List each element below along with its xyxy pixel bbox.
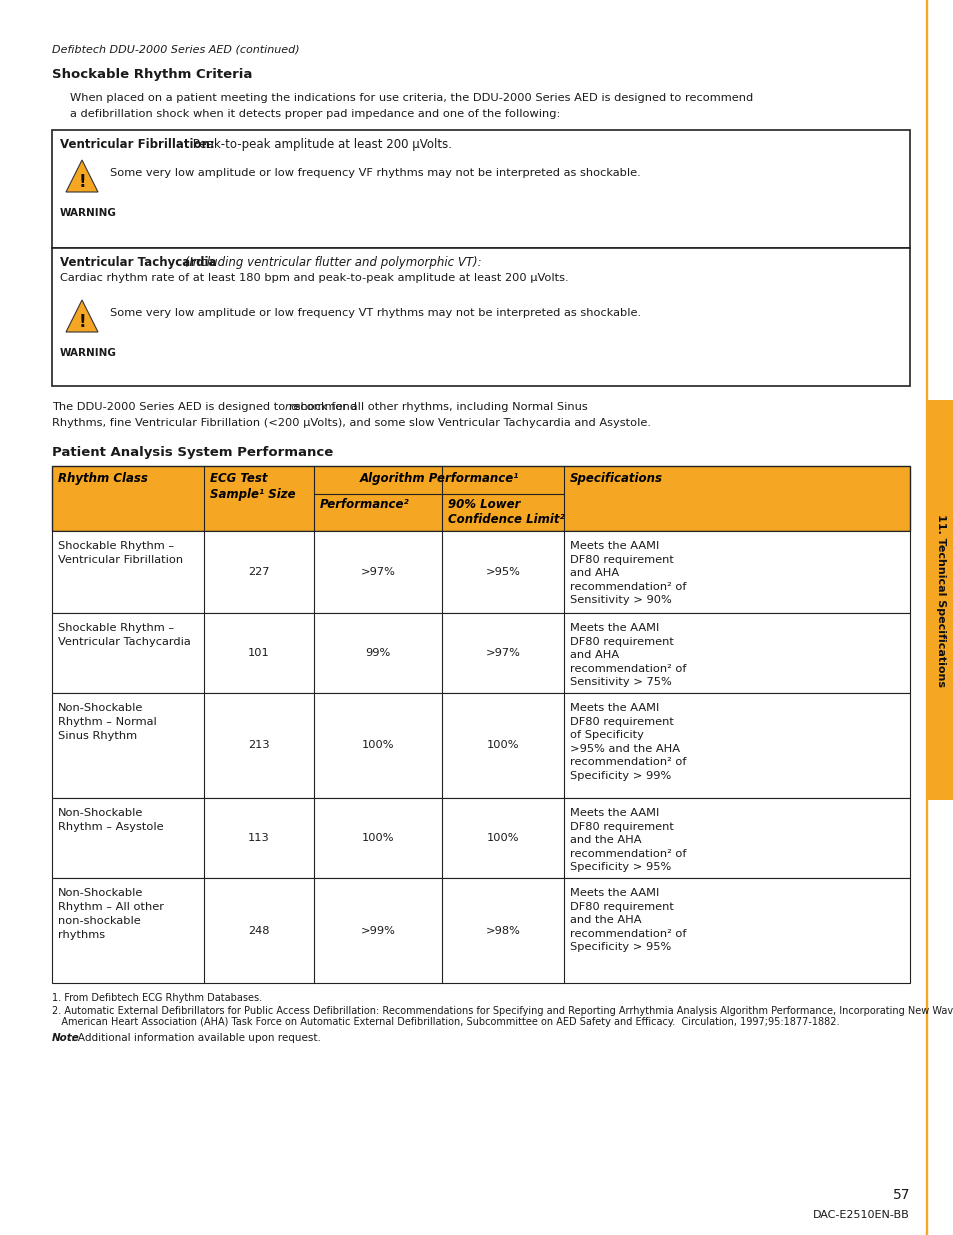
Text: : Additional information available upon request.: : Additional information available upon … (71, 1032, 321, 1044)
Text: 90% Lower: 90% Lower (448, 498, 519, 511)
Text: 100%: 100% (361, 741, 394, 751)
Text: American Heart Association (AHA) Task Force on Automatic External Defibrillation: American Heart Association (AHA) Task Fo… (52, 1016, 839, 1028)
Text: Meets the AAMI
DF80 requirement
and the AHA
recommendation² of
Specificity > 95%: Meets the AAMI DF80 requirement and the … (569, 808, 686, 872)
Text: 101: 101 (248, 648, 270, 658)
Text: Performance²: Performance² (319, 498, 409, 511)
Bar (52, 798, 909, 878)
Bar (927, 400, 953, 800)
Text: Defibtech DDU-2000 Series AED (continued): Defibtech DDU-2000 Series AED (continued… (52, 44, 299, 56)
Text: >98%: >98% (485, 925, 520, 935)
Bar (52, 130, 909, 248)
Text: WARNING: WARNING (60, 348, 117, 358)
Text: Meets the AAMI
DF80 requirement
and AHA
recommendation² of
Sensitivity > 90%: Meets the AAMI DF80 requirement and AHA … (569, 541, 686, 605)
Text: Patient Analysis System Performance: Patient Analysis System Performance (52, 446, 333, 459)
Text: >97%: >97% (485, 648, 520, 658)
Text: Meets the AAMI
DF80 requirement
of Specificity
>95% and the AHA
recommendation² : Meets the AAMI DF80 requirement of Speci… (569, 703, 686, 781)
Text: Rhythm Class: Rhythm Class (58, 472, 148, 485)
Text: Note: Note (52, 1032, 80, 1044)
Text: Peak-to-peak amplitude at least 200 μVolts.: Peak-to-peak amplitude at least 200 μVol… (189, 138, 452, 151)
Text: 57: 57 (892, 1188, 909, 1202)
Text: a defibrillation shock when it detects proper pad impedance and one of the follo: a defibrillation shock when it detects p… (70, 109, 559, 119)
Text: Some very low amplitude or low frequency VT rhythms may not be interpreted as sh: Some very low amplitude or low frequency… (110, 308, 640, 317)
Text: 227: 227 (248, 567, 270, 577)
Text: 99%: 99% (365, 648, 390, 658)
Bar (52, 878, 909, 983)
Text: >99%: >99% (360, 925, 395, 935)
Text: 11. Technical Specifications: 11. Technical Specifications (935, 514, 945, 687)
Text: !: ! (78, 173, 86, 190)
Bar (52, 248, 909, 387)
Text: Meets the AAMI
DF80 requirement
and AHA
recommendation² of
Sensitivity > 75%: Meets the AAMI DF80 requirement and AHA … (569, 622, 686, 688)
Text: 1. From Defibtech ECG Rhythm Databases.: 1. From Defibtech ECG Rhythm Databases. (52, 993, 262, 1003)
Bar (52, 531, 909, 613)
Text: 2. Automatic External Defibrillators for Public Access Defibrillation: Recommend: 2. Automatic External Defibrillators for… (52, 1007, 953, 1016)
Text: Confidence Limit²: Confidence Limit² (448, 513, 564, 526)
Text: no: no (284, 403, 298, 412)
Text: ECG Test: ECG Test (210, 472, 267, 485)
Text: Meets the AAMI
DF80 requirement
and the AHA
recommendation² of
Specificity > 95%: Meets the AAMI DF80 requirement and the … (569, 888, 686, 952)
Text: 100%: 100% (486, 832, 518, 844)
Text: Cardiac rhythm rate of at least 180 bpm and peak-to-peak amplitude at least 200 : Cardiac rhythm rate of at least 180 bpm … (60, 273, 568, 283)
Text: Shockable Rhythm –
Ventricular Fibrillation: Shockable Rhythm – Ventricular Fibrillat… (58, 541, 183, 564)
Text: 100%: 100% (486, 741, 518, 751)
Text: Shockable Rhythm Criteria: Shockable Rhythm Criteria (52, 68, 253, 82)
Text: Non-Shockable
Rhythm – Normal
Sinus Rhythm: Non-Shockable Rhythm – Normal Sinus Rhyt… (58, 703, 156, 741)
Text: Non-Shockable
Rhythm – All other
non-shockable
rhythms: Non-Shockable Rhythm – All other non-sho… (58, 888, 164, 940)
Text: The DDU-2000 Series AED is designed to recommend: The DDU-2000 Series AED is designed to r… (52, 403, 360, 412)
Text: (Including ventricular flutter and polymorphic VT):: (Including ventricular flutter and polym… (180, 256, 481, 269)
Text: Non-Shockable
Rhythm – Asystole: Non-Shockable Rhythm – Asystole (58, 808, 164, 832)
Text: WARNING: WARNING (60, 207, 117, 219)
Text: DAC-E2510EN-BB: DAC-E2510EN-BB (812, 1210, 909, 1220)
Polygon shape (66, 161, 98, 191)
Text: Shockable Rhythm –
Ventricular Tachycardia: Shockable Rhythm – Ventricular Tachycard… (58, 622, 191, 647)
Text: 113: 113 (248, 832, 270, 844)
Text: Rhythms, fine Ventricular Fibrillation (<200 μVolts), and some slow Ventricular : Rhythms, fine Ventricular Fibrillation (… (52, 417, 650, 429)
Bar (925, 0, 926, 1235)
Text: shock for all other rhythms, including Normal Sinus: shock for all other rhythms, including N… (291, 403, 587, 412)
Text: When placed on a patient meeting the indications for use criteria, the DDU-2000 : When placed on a patient meeting the ind… (70, 93, 753, 103)
Bar (52, 466, 909, 531)
Text: Sample¹ Size: Sample¹ Size (210, 488, 295, 501)
Text: Some very low amplitude or low frequency VF rhythms may not be interpreted as sh: Some very low amplitude or low frequency… (110, 168, 640, 178)
Text: Ventricular Fibrillation:: Ventricular Fibrillation: (60, 138, 214, 151)
Text: 100%: 100% (361, 832, 394, 844)
Text: >97%: >97% (360, 567, 395, 577)
Polygon shape (66, 300, 98, 332)
Text: !: ! (78, 312, 86, 331)
Text: 248: 248 (248, 925, 270, 935)
Text: >95%: >95% (485, 567, 520, 577)
Text: Specifications: Specifications (569, 472, 662, 485)
Text: Ventricular Tachycardia: Ventricular Tachycardia (60, 256, 216, 269)
Text: Algorithm Performance¹: Algorithm Performance¹ (359, 472, 518, 485)
Bar (52, 613, 909, 693)
Bar (52, 693, 909, 798)
Text: 213: 213 (248, 741, 270, 751)
